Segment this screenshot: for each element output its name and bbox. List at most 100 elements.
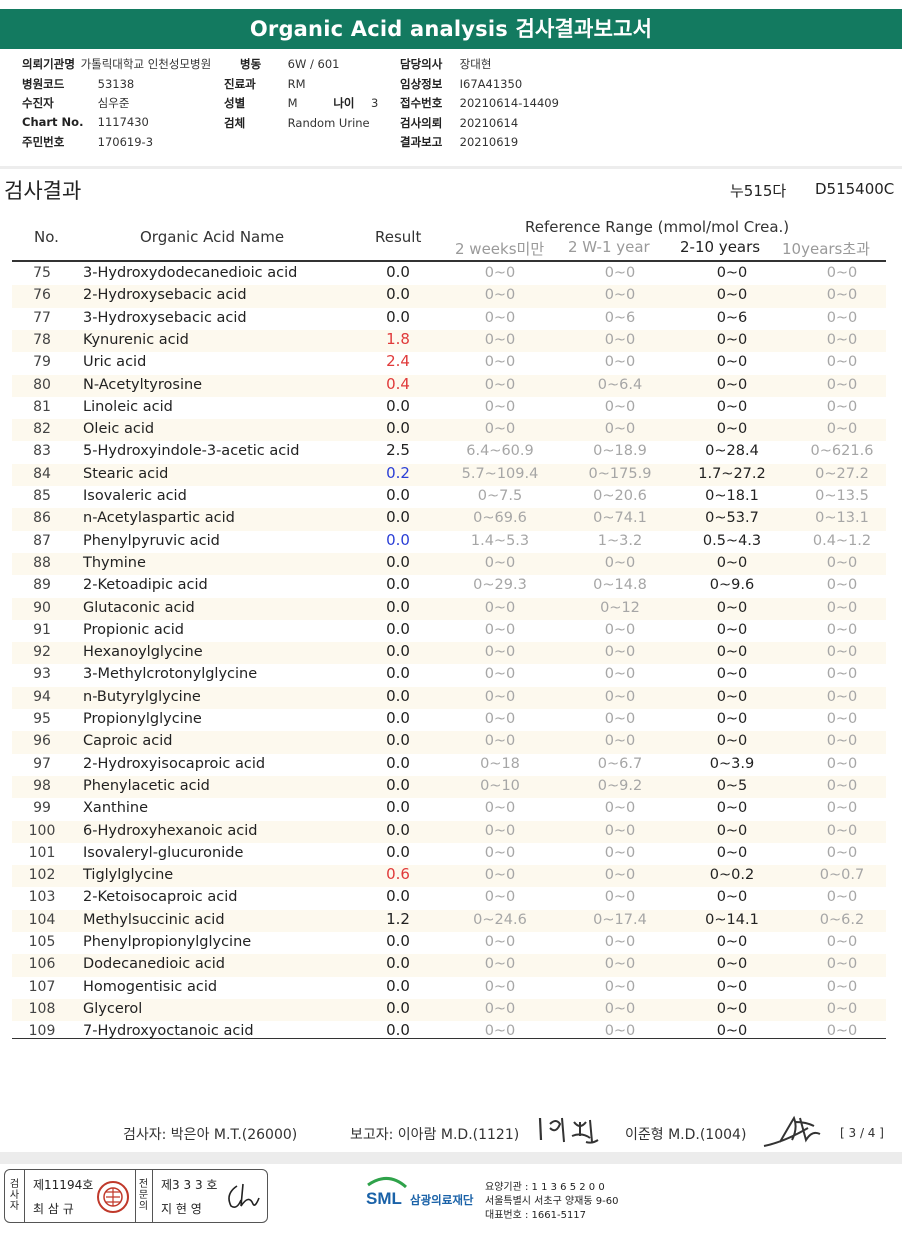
ref-range-over-10y: 0~621.6 (810, 443, 874, 460)
table-row: 97 2-Hydroxyisocaproic acid 0.0 0~18 0~6.7 0~… (12, 754, 886, 776)
organic-acid-name: Thymine (83, 554, 146, 571)
ref-range-2-10y: 0.5~4.3 (702, 532, 762, 549)
table-row: 104 Methylsuccinic acid 1.2 0~24.6 0~17.4 0~1… (12, 909, 886, 932)
ref-range-2w-1y: 0~6 (604, 309, 636, 326)
organic-acid-name: 2-Ketoadipic acid (83, 577, 208, 594)
ref-range-2-10y: 1.7~27.2 (698, 465, 766, 482)
ref-range-2w-1y: 0~0 (604, 354, 636, 371)
ref-range-2w-1y: 0~0 (604, 956, 636, 973)
table-row: 98 Phenylacetic acid 0.0 0~10 0~9.2 0~5 0~0 (12, 775, 886, 799)
ward-value: 6W / 601 (287, 57, 340, 71)
ref-range-under-2-weeks: 0~7.5 (477, 488, 523, 504)
ref-range-under-2-weeks: 5.7~109.4 (461, 465, 539, 482)
ref-range-2w-1y: 0~0 (604, 978, 636, 995)
ref-range-2-10y: 0~0 (716, 421, 748, 438)
table-row: 95 Propionylglycine 0.0 0~0 0~0 0~0 0~0 (12, 709, 886, 731)
ref-range-2-10y: 0~18.1 (705, 488, 759, 504)
info-result-date: 결과보고 20210619 (400, 134, 518, 150)
result-value: 0.0 (386, 820, 410, 839)
ref-range-2w-1y: 0~0 (604, 554, 636, 571)
organic-acid-name: 3-Hydroxysebacic acid (83, 309, 247, 326)
ref-range-under-2-weeks: 0~0 (484, 599, 516, 616)
footer-divider (0, 1152, 902, 1164)
id-value: 170619-3 (97, 135, 154, 149)
table-row: 102 Tiglylglycine 0.6 0~0 0~0 0~0.2 0~0.7 (12, 865, 886, 888)
result-value: 0.0 (386, 285, 410, 304)
ref-range-over-10y: 0~0 (826, 331, 858, 348)
ref-range-over-10y: 0~0 (826, 822, 858, 839)
ref-range-2-10y: 0~0 (716, 599, 748, 616)
ref-range-2w-1y: 0~0 (604, 287, 636, 304)
ref-range-2w-1y: 1~3.2 (597, 532, 643, 549)
institution-code: 요양기관 : 1 1 3 6 5 2 0 0 (485, 1182, 605, 1193)
doctor-label: 담당의사 (400, 57, 443, 71)
organic-acid-name: Phenylpropionylglycine (83, 934, 252, 950)
result-value: 0.0 (386, 842, 410, 861)
ref-range-over-10y: 0~0 (826, 978, 858, 995)
ref-range-2w-1y: 0~0 (604, 331, 636, 348)
organic-acid-name: Propionylglycine (83, 711, 202, 727)
ref-range-over-10y: 0~0 (826, 889, 858, 906)
result-value: 0.0 (386, 686, 410, 705)
row-number: 97 (33, 755, 51, 772)
row-number: 90 (33, 599, 51, 616)
ref-range-2-10y: 0~0 (716, 554, 748, 571)
examiner-signature-line: 검사자: 박은아 M.T.(26000) (123, 1127, 298, 1143)
reporter-signature-line: 보고자: 이아람 M.D.(1121) (350, 1127, 520, 1143)
ref-range-2-10y: 0~0 (716, 354, 748, 371)
specimen-value: Random Urine (287, 116, 370, 130)
row-number: 108 (28, 1000, 56, 1017)
table-row: 107 Homogentisic acid 0.0 0~0 0~0 0~0 0~0 (12, 977, 886, 999)
ref-range-2-10y: 0~0 (716, 666, 748, 683)
row-number: 88 (33, 554, 51, 571)
table-row: 88 Thymine 0.0 0~0 0~0 0~0 0~0 (12, 552, 886, 576)
ref-range-over-10y: 0~0 (826, 599, 858, 616)
institution-address: 서울특별시 서초구 양재동 9-60 (485, 1196, 619, 1207)
ref-range-under-2-weeks: 0~0 (484, 331, 516, 348)
ref-range-2w-1y: 0~0 (604, 711, 636, 727)
ref-range-over-10y: 0~0 (826, 666, 858, 683)
result-value: 0.0 (386, 619, 410, 638)
table-row: 105 Phenylpropionylglycine 0.0 0~0 0~0 0~0 0~0 (12, 932, 886, 954)
row-number: 92 (33, 644, 51, 661)
ref-range-2w-1y: 0~6.4 (597, 376, 643, 393)
second-reporter-signature-image (763, 1115, 821, 1147)
result-value: 0.0 (386, 932, 410, 950)
patient-value: 심우준 (97, 96, 130, 110)
ref-range-under-2-weeks: 0~0 (484, 711, 516, 727)
row-number: 86 (33, 510, 51, 527)
row-number: 106 (28, 956, 56, 973)
license-cert-1: 제11194호 (33, 1178, 94, 1192)
ref-range-2-10y: 0~5 (716, 777, 748, 794)
ref-range-2w-1y: 0~0 (604, 822, 636, 839)
result-value: 2.4 (386, 352, 410, 371)
info-hospital: 의뢰기관명 가톨릭대학교 인천성모병원 (22, 56, 211, 72)
dept-label: 진료과 (224, 77, 256, 91)
header-age-3: 2-10 years (680, 238, 761, 256)
ref-range-2w-1y: 0~0 (604, 844, 636, 861)
ref-range-2-10y: 0~3.9 (709, 755, 755, 772)
section-title: 검사결과 (4, 179, 82, 203)
ref-range-2-10y: 0~0 (716, 889, 748, 906)
age-label: 나이 (333, 96, 355, 110)
row-number: 81 (33, 398, 51, 415)
row-number: 98 (33, 777, 51, 794)
table-row: 87 Phenylpyruvic acid 0.0 1.4~5.3 1~3.2 0.5~4… (12, 531, 886, 553)
table-row: 84 Stearic acid 0.2 5.7~109.4 0~175.9 1.7~27.… (12, 463, 886, 486)
info-hosp-code: 병원코드 53138 (22, 76, 134, 92)
ref-range-2w-1y: 0~0 (604, 644, 636, 661)
row-number: 91 (33, 621, 51, 638)
hosp-code-value: 53138 (97, 77, 135, 91)
row-number: 99 (33, 800, 51, 817)
ref-range-under-2-weeks: 0~0 (484, 844, 516, 861)
ref-range-2w-1y: 0~0 (604, 733, 636, 750)
result-value: 0.0 (386, 419, 410, 438)
ref-range-2-10y: 0~0 (716, 711, 748, 727)
info-specimen: 검체 Random Urine (224, 115, 370, 131)
row-number: 94 (33, 688, 51, 705)
ref-range-over-10y: 0~0 (826, 309, 858, 326)
header-name: Organic Acid Name (140, 228, 285, 246)
ref-range-under-2-weeks: 0~0 (484, 398, 516, 415)
sml-logo-icon: SML (366, 1177, 407, 1208)
ref-range-2-10y: 0~0 (716, 733, 748, 750)
